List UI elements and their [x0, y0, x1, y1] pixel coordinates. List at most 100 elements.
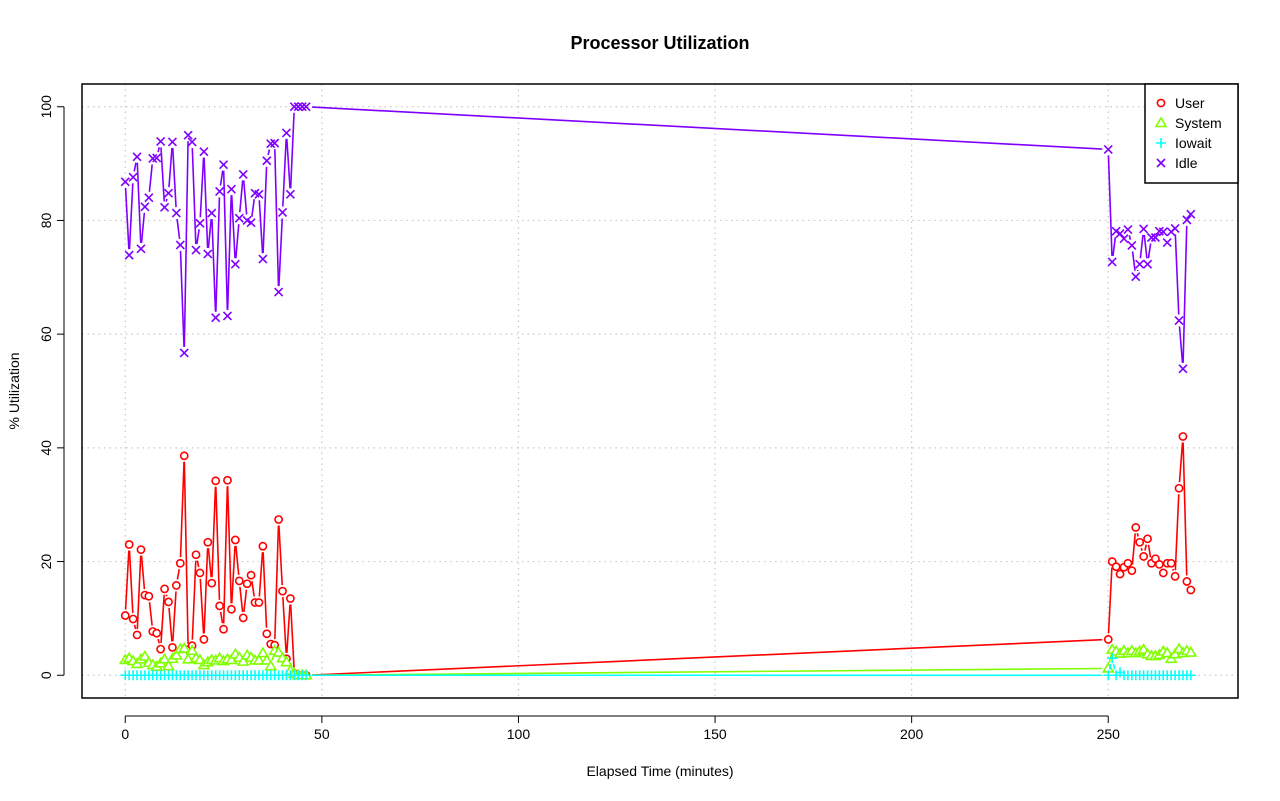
data-point [272, 645, 285, 657]
data-point [144, 193, 154, 203]
data-point [280, 655, 293, 667]
data-point [164, 597, 173, 607]
series-segment [219, 611, 224, 624]
data-point [152, 628, 162, 638]
data-point [1146, 232, 1157, 243]
series-segment [183, 461, 189, 644]
series-segment [172, 591, 177, 642]
series-segment [124, 550, 130, 610]
series-segment [179, 250, 185, 347]
y-axis-label: % Utilization [6, 352, 22, 429]
series-segment [1182, 442, 1188, 576]
data-point [175, 240, 185, 250]
x-tick-label: 150 [703, 726, 727, 742]
data-point [293, 102, 303, 112]
data-point [1135, 259, 1145, 269]
series-segment [168, 607, 173, 642]
series-segment [160, 147, 166, 202]
series-user [120, 432, 1196, 680]
series-segment [271, 656, 274, 661]
data-point [270, 138, 280, 148]
series-segment [191, 147, 197, 245]
series-segment [1139, 234, 1144, 259]
data-point [278, 586, 287, 596]
series-segment [215, 197, 221, 312]
series-segment [1108, 655, 1112, 663]
data-point [301, 670, 312, 681]
data-point [199, 147, 209, 157]
series-segment [251, 581, 255, 597]
data-point [1158, 568, 1168, 578]
y-tick-label: 100 [38, 95, 54, 119]
legend-label-system: System [1175, 115, 1222, 131]
data-point [1123, 224, 1133, 235]
data-point [120, 611, 130, 620]
series-segment [1182, 225, 1188, 363]
series-idle [120, 102, 1196, 374]
axes: 0 50 100 150 200 250 0 20 40 60 80 100 [38, 95, 1120, 742]
data-point [1174, 483, 1184, 493]
data-point [140, 202, 150, 212]
data-point [132, 630, 142, 640]
series-segment [196, 560, 200, 568]
series-segment [199, 578, 205, 634]
data-point [285, 594, 295, 603]
series-segment [1128, 235, 1132, 240]
data-point [191, 245, 201, 255]
series-segment [211, 219, 217, 312]
series-segment [226, 195, 233, 310]
data-point [238, 613, 248, 623]
data-point [124, 250, 134, 260]
data-point [264, 659, 278, 671]
data-point [144, 591, 154, 601]
series-segment [1147, 544, 1152, 558]
data-point [252, 653, 266, 665]
data-point [1127, 240, 1137, 251]
data-point [162, 659, 175, 671]
series-segment [203, 157, 209, 249]
legend: User System Iowait Idle [1144, 83, 1239, 184]
data-point [179, 348, 189, 358]
data-point [199, 635, 209, 644]
data-point [1158, 227, 1168, 237]
series-segment [140, 212, 146, 243]
x-tick-label: 200 [900, 726, 924, 742]
series-segment [286, 604, 291, 653]
series-segment [1107, 567, 1113, 634]
series-segment [282, 138, 287, 207]
series-segment [133, 162, 137, 172]
series-segment [207, 548, 212, 578]
data-point [136, 244, 146, 254]
series-segment [312, 106, 1103, 150]
data-point [191, 550, 201, 560]
series-segment [207, 218, 212, 249]
legend-label-user: User [1175, 95, 1205, 111]
data-point [181, 652, 195, 664]
series-segment [239, 180, 244, 213]
series-segment [251, 198, 256, 217]
data-point [281, 128, 292, 138]
series-segment [136, 162, 142, 243]
data-point [169, 648, 183, 660]
x-tick-label: 250 [1097, 726, 1121, 742]
data-point [260, 653, 274, 665]
data-point [262, 156, 272, 166]
data-point [152, 153, 162, 163]
data-point [1174, 315, 1184, 326]
series-segment [160, 594, 165, 644]
series-segment [136, 555, 142, 629]
legend-marker-iowait [1156, 138, 1166, 148]
data-point [274, 515, 283, 524]
series-segment [289, 604, 295, 668]
y-tick-label: 0 [38, 671, 54, 679]
x-tick-label: 100 [507, 726, 531, 742]
series-segment [242, 180, 248, 215]
data-point [256, 646, 270, 658]
series-segment [267, 149, 271, 156]
series-segment [289, 112, 295, 189]
data-point [238, 169, 248, 179]
data-point [246, 570, 256, 580]
series-segment [1174, 234, 1180, 315]
